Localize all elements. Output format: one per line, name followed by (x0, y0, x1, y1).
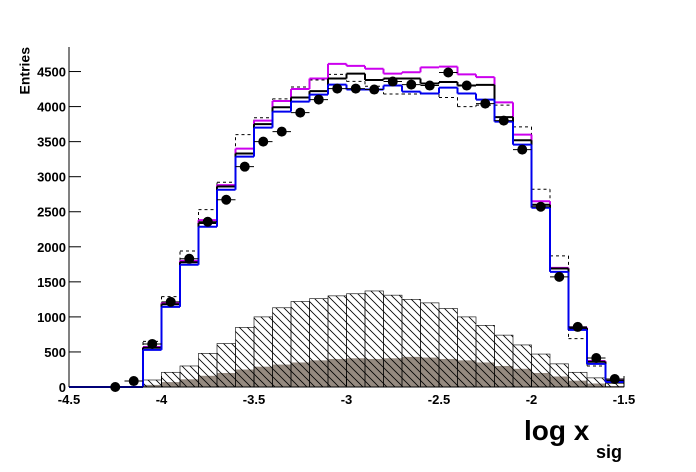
plot-area (69, 62, 625, 392)
hatched-bar (475, 325, 495, 388)
data-point (202, 216, 213, 227)
data-point (498, 115, 509, 126)
data-point (350, 83, 361, 94)
data-point (591, 352, 602, 363)
hatched-bar (327, 295, 347, 388)
y-tick-label: 1500 (37, 275, 66, 290)
data-point (332, 83, 343, 94)
y-tick-label: 0 (59, 380, 66, 395)
x-axis-title: log x (524, 415, 590, 446)
x-tick-label: -3 (341, 392, 353, 407)
data-point (406, 79, 417, 90)
hatched-bar (364, 290, 384, 388)
data-point (572, 321, 583, 332)
y-tick-label: 3500 (37, 135, 66, 150)
data-point (609, 374, 620, 385)
hatched-bar (253, 316, 273, 388)
data-point (295, 107, 306, 118)
data-point (239, 161, 250, 172)
hatched-bar (179, 365, 199, 388)
y-tick-label: 1000 (37, 310, 66, 325)
y-tick-label: 4000 (37, 100, 66, 115)
hatched-bar (512, 344, 532, 388)
step-histogram (69, 83, 624, 388)
hatched-bar (420, 302, 440, 388)
data-point (517, 144, 528, 155)
data-point (369, 84, 380, 95)
hatched-bar (531, 353, 551, 388)
data-point (535, 201, 546, 212)
hatched-bar (272, 307, 292, 388)
hatched-bar (161, 371, 181, 388)
data-point (387, 76, 398, 87)
hatched-bar (457, 316, 477, 388)
data-point (554, 271, 565, 282)
data-point (443, 67, 454, 78)
hatched-bar (605, 383, 625, 388)
hatched-bar (401, 299, 421, 388)
data-point (313, 94, 324, 105)
x-axis-title-subscript: sig (596, 442, 622, 462)
y-tick-label: 4500 (37, 65, 66, 80)
hatched-bar (198, 353, 218, 388)
hatched-bar (235, 327, 255, 388)
x-tick-label: -4 (156, 392, 168, 407)
hatched-bar (494, 334, 514, 388)
y-tick-label: 2500 (37, 205, 66, 220)
data-point (424, 80, 435, 91)
x-tick-label: -4.5 (58, 392, 80, 407)
data-point (258, 136, 269, 147)
hatched-bar (568, 371, 588, 388)
x-tick-label: -2.5 (428, 392, 450, 407)
data-point (184, 253, 195, 264)
data-point (221, 194, 232, 205)
y-tick-label: 500 (44, 345, 66, 360)
data-point (128, 376, 139, 387)
data-point (480, 98, 491, 109)
data-point (276, 126, 287, 137)
hatched-bar (309, 298, 329, 388)
hatched-bar (216, 343, 236, 388)
y-axis-title: Entries (17, 47, 33, 95)
y-tick-label: 2000 (37, 240, 66, 255)
data-point (147, 338, 158, 349)
x-tick-label: -1.5 (613, 392, 635, 407)
hatched-bar (383, 294, 403, 388)
hatched-bar (586, 377, 606, 388)
data-point (165, 296, 176, 307)
data-point (461, 80, 472, 91)
hatched-bar (346, 293, 366, 388)
y-tick-label: 3000 (37, 170, 66, 185)
hatched-bar (438, 308, 458, 388)
x-tick-label: -2 (526, 392, 538, 407)
x-tick-label: -3.5 (243, 392, 265, 407)
hatched-bar (142, 379, 162, 388)
hatched-bar (549, 363, 569, 388)
hatched-bar (290, 301, 310, 388)
